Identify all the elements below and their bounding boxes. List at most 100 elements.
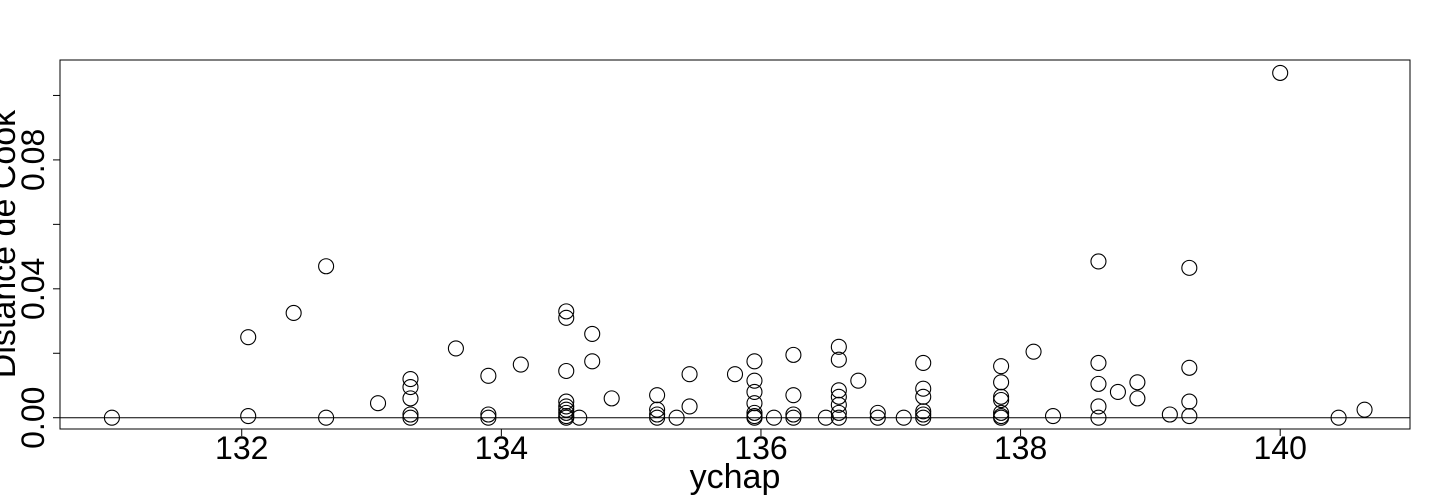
data-point: [649, 401, 666, 418]
data-point: [830, 409, 847, 426]
data-point: [785, 409, 802, 426]
data-point: [318, 258, 335, 275]
data-point: [558, 303, 575, 320]
data-point: [1161, 406, 1178, 423]
data-point: [480, 409, 497, 426]
data-point: [285, 304, 302, 322]
data-point: [1090, 398, 1107, 415]
data-point: [850, 372, 867, 389]
data-point: [869, 404, 886, 421]
data-point: [1181, 408, 1198, 425]
data-point: [1330, 409, 1347, 426]
data-point: [1129, 390, 1146, 407]
x-tick-label: 138: [994, 430, 1047, 466]
data-point: [993, 388, 1010, 405]
data-point: [830, 382, 847, 399]
y-tick-label: 0.08: [15, 129, 51, 191]
data-point: [369, 395, 387, 412]
y-axis-label: Distance de Cook: [0, 109, 23, 378]
data-point: [746, 404, 763, 421]
data-point: [1181, 259, 1198, 276]
y-tick-label: 0.00: [15, 387, 51, 449]
data-points: [103, 64, 1373, 426]
data-point: [830, 351, 847, 368]
data-point: [318, 409, 335, 426]
data-point: [649, 387, 666, 404]
data-point: [480, 367, 497, 384]
data-point: [1109, 383, 1126, 400]
data-point: [603, 390, 620, 407]
data-point: [915, 380, 932, 397]
data-point: [402, 409, 419, 426]
data-point: [993, 409, 1010, 426]
data-point: [402, 406, 419, 423]
data-point: [1044, 408, 1062, 425]
data-point: [402, 390, 419, 407]
data-point: [1090, 409, 1107, 426]
x-axis-label: ychap: [690, 458, 781, 496]
data-point: [746, 383, 763, 400]
data-point: [584, 325, 601, 342]
data-point: [103, 409, 120, 426]
data-point: [915, 354, 932, 371]
y-axis: 0.00 0.04 0.08: [15, 94, 60, 449]
data-point: [649, 409, 666, 426]
data-point: [993, 374, 1010, 391]
data-point: [512, 356, 529, 373]
plot-frame: [59, 59, 1411, 430]
x-axis: 132 134 136 138 140: [215, 429, 1307, 466]
data-point: [240, 408, 257, 425]
data-point: [668, 409, 685, 426]
data-point: [726, 366, 744, 383]
data-point: [869, 409, 886, 426]
x-tick-label: 140: [1253, 430, 1306, 466]
y-tick-label: 0.04: [15, 258, 51, 320]
data-point: [915, 388, 932, 405]
data-point: [993, 358, 1010, 375]
data-point: [746, 353, 763, 370]
data-point: [785, 387, 802, 404]
data-point: [993, 408, 1010, 425]
data-point: [1090, 375, 1107, 392]
data-point: [993, 391, 1010, 409]
x-tick-label: 136: [734, 430, 787, 466]
data-point: [558, 409, 575, 426]
data-point: [558, 398, 575, 415]
data-point: [785, 406, 802, 423]
data-point: [447, 340, 464, 357]
data-point: [649, 406, 666, 423]
data-point: [1129, 374, 1146, 391]
data-point: [915, 409, 932, 426]
data-point: [830, 404, 847, 421]
data-point: [480, 406, 497, 423]
x-tick-label: 132: [215, 430, 268, 466]
data-point: [830, 396, 847, 413]
data-point: [830, 338, 847, 355]
data-point: [915, 403, 932, 420]
data-point: [1025, 343, 1042, 360]
data-point: [402, 379, 419, 396]
data-point: [1181, 359, 1198, 376]
data-point: [584, 353, 601, 370]
data-point: [240, 329, 257, 346]
data-point: [746, 372, 763, 389]
data-point: [785, 346, 802, 363]
data-point: [830, 388, 847, 405]
data-point: [1090, 354, 1107, 371]
data-point: [402, 370, 419, 388]
x-tick-label: 134: [475, 430, 528, 466]
data-point: [1090, 253, 1107, 270]
data-point: [895, 409, 912, 426]
data-point: [558, 309, 575, 326]
data-point: [558, 362, 575, 380]
data-point: [1272, 64, 1289, 81]
data-point: [765, 409, 782, 426]
data-point: [993, 404, 1010, 421]
data-point: [681, 366, 698, 383]
data-point: [746, 409, 763, 426]
data-point: [1356, 401, 1373, 418]
data-point: [1181, 393, 1198, 410]
data-point: [558, 401, 575, 418]
data-point: [571, 409, 588, 426]
